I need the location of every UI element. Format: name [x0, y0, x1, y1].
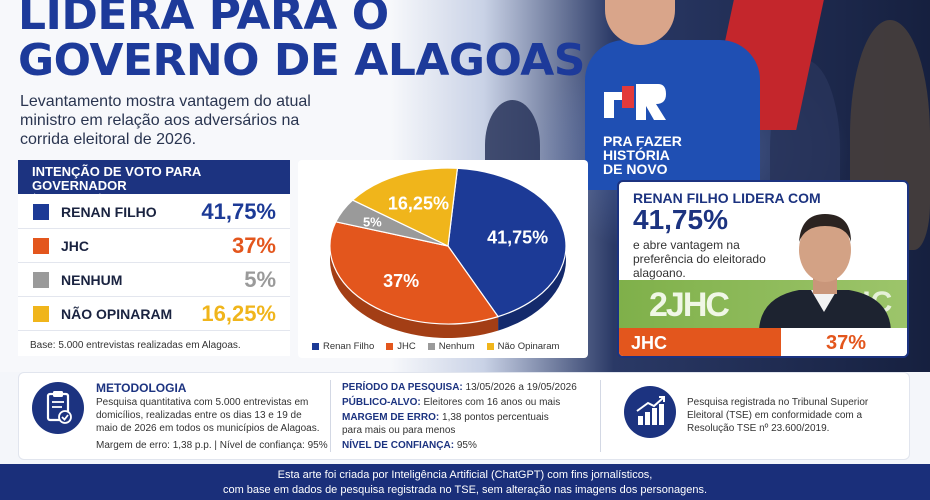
jhc-label-bar: JHC — [619, 328, 781, 356]
detail-label: MARGEM DE ERRO: — [342, 412, 440, 423]
detail-value: Eleitores com 16 anos ou mais — [423, 397, 561, 408]
pie-data-label: 5% — [363, 214, 382, 229]
detail-line: NÍVEL DE CONFIANÇA: 95% — [342, 439, 582, 452]
legend-item: Não Opinaram — [486, 341, 560, 352]
blue-shirt-supporter — [585, 40, 760, 190]
vote-row: NÃO OPINARAM 16,25% — [18, 298, 290, 331]
pie-chart-card: 41,75% 37% 5% 16,25% Renan Filho JHC Nenhum… — [298, 160, 588, 358]
detail-value: 95% — [456, 440, 477, 451]
pie-data-label: 37% — [383, 271, 419, 291]
legend-item: Nenhum — [427, 341, 475, 352]
detail-value: 13/05/2026 a 19/05/2026 — [465, 382, 577, 393]
color-swatch — [33, 238, 49, 254]
color-swatch — [33, 272, 49, 288]
leader-percent: 41,75% — [633, 204, 728, 235]
detail-line: PÚBLICO-ALVO: Eleitores com 16 anos ou m… — [342, 396, 582, 409]
pie-slice-side — [330, 246, 499, 338]
methodology-text: Pesquisa quantitativa com 5.000 entrevis… — [96, 397, 320, 434]
footer-disclaimer: Esta arte foi criada por Inteligência Ar… — [0, 464, 930, 500]
vote-row: RENAN FILHO 41,75% — [18, 196, 290, 229]
headline-subtitle: Levantamento mostra vantagem do atual mi… — [20, 93, 311, 148]
legend-item: JHC — [386, 341, 416, 352]
legend-label: Nenhum — [438, 341, 475, 352]
clipboard-check-icon — [32, 382, 84, 434]
divider — [330, 380, 331, 452]
detail-line: MARGEM DE ERRO: 1,38 pontos percentuais … — [342, 411, 562, 437]
legend-swatch — [386, 343, 394, 350]
pie-data-label: 16,25% — [388, 193, 449, 213]
divider — [600, 380, 601, 452]
shirt-slogan: PRA FAZER HISTÓRIA DE NOVO — [603, 133, 682, 177]
methodology-info-card — [18, 372, 910, 460]
vote-table-title: INTENÇÃO DE VOTO PARA GOVERNADOR — [32, 164, 201, 193]
color-swatch — [33, 204, 49, 220]
candidate-name: NENHUM — [61, 272, 123, 288]
bar-chart-growth-icon — [624, 386, 676, 438]
legend-swatch — [312, 343, 319, 350]
vote-row: NENHUM 5% — [18, 264, 290, 297]
pie-slice — [447, 167, 567, 318]
banner-logo: 2JHC — [649, 286, 730, 324]
vote-table-header: INTENÇÃO DE VOTO PARA GOVERNADOR (ESTIMU… — [18, 160, 290, 204]
legend-swatch — [427, 343, 435, 350]
candidate-name: NÃO OPINARAM — [61, 306, 173, 322]
leader-highlight-card: RENAN FILHO LIDERA COM 41,75% e abre van… — [617, 180, 909, 358]
pie-chart: 41,75% 37% 5% 16,25% — [329, 167, 567, 338]
detail-line: PERÍODO DA PESQUISA: 13/05/2026 a 19/05/… — [342, 381, 582, 394]
legend-label: Não Opinaram — [497, 341, 560, 352]
headline-title: LIDERA PARA O GOVERNO DE ALAGOAS — [18, 0, 586, 86]
candidate-name: JHC — [61, 238, 90, 254]
methodology-margin: Margem de erro: 1,38 p.p. | Nível de con… — [96, 440, 328, 451]
candidate-value: 16,25% — [201, 301, 276, 326]
candidate-value: 37% — [231, 233, 276, 258]
candidate-name: RENAN FILHO — [61, 204, 157, 220]
pie-slice — [351, 167, 459, 247]
footer-line: Esta arte foi criada por Inteligência Ar… — [277, 469, 653, 481]
campaign-logo-icon — [604, 84, 666, 120]
legend-swatch — [486, 343, 494, 350]
detail-label: PERÍODO DA PESQUISA: — [342, 382, 463, 393]
pie-slice-side — [498, 246, 566, 331]
legend-label: JHC — [397, 341, 416, 352]
color-swatch — [33, 306, 49, 322]
tse-registration-text: Pesquisa registrada no Tribunal Superior… — [687, 397, 869, 434]
legend-item: Renan Filho — [312, 341, 374, 352]
vote-row: JHC 37% — [18, 230, 290, 263]
candidate-value: 41,75% — [201, 199, 276, 224]
detail-label: PÚBLICO-ALVO: — [342, 397, 421, 408]
jhc-percent: 37% — [781, 328, 907, 356]
leader-description: e abre vantagem na preferência do eleito… — [633, 238, 766, 280]
candidate-value: 5% — [244, 267, 276, 292]
vote-intention-table: INTENÇÃO DE VOTO PARA GOVERNADOR (ESTIMU… — [18, 160, 290, 356]
legend-label: Renan Filho — [323, 341, 375, 352]
leader-heading: RENAN FILHO LIDERA COM — [633, 190, 821, 206]
vote-table-subtitle: (ESTIMULADA) — [32, 193, 103, 204]
pie-data-label: 41,75% — [487, 228, 548, 248]
pie-legend: Renan Filho JHC Nenhum Não Opinaram — [312, 341, 559, 352]
detail-value: 1,38 pontos percentuais para mais ou par… — [342, 412, 549, 436]
methodology-title: METODOLOGIA — [96, 381, 187, 395]
detail-label: NÍVEL DE CONFIANÇA: — [342, 440, 455, 451]
candidate-portrait-icon — [759, 214, 891, 330]
footer-line: com base em dados de pesquisa registrada… — [222, 484, 708, 496]
pie-slice — [329, 221, 500, 325]
sample-base-note: Base: 5.000 entrevistas realizadas em Al… — [30, 340, 241, 351]
